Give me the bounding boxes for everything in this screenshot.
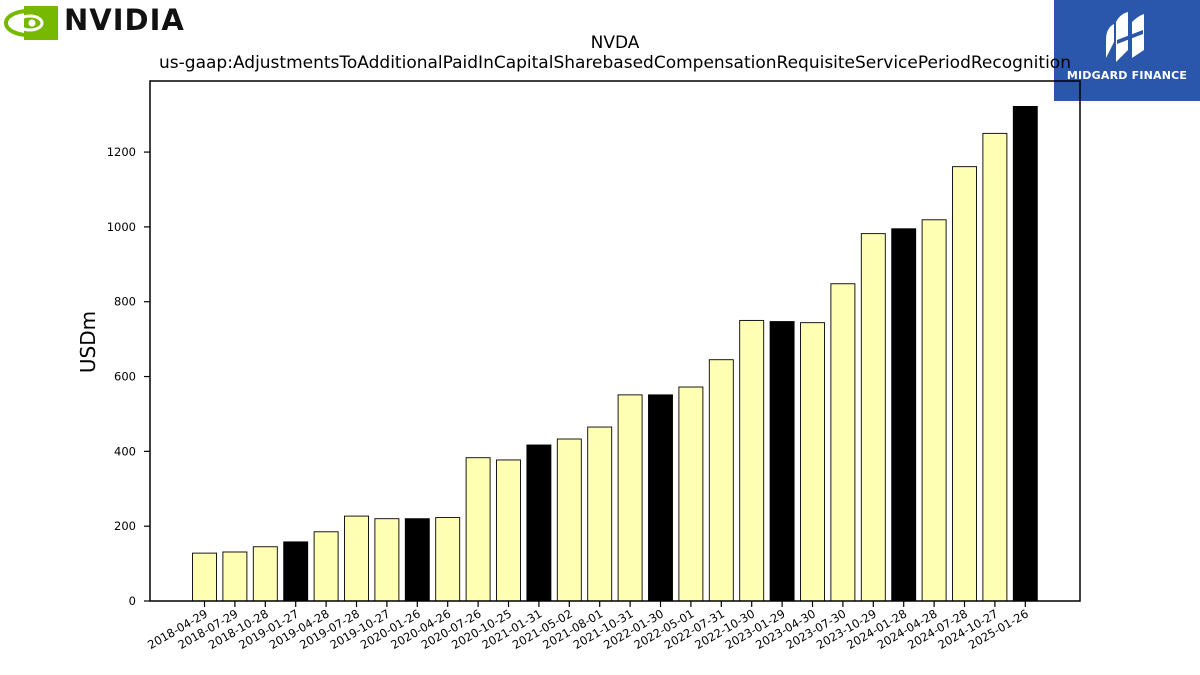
midgard-finance-name: MIDGARD FINANCE (1066, 69, 1188, 82)
bar (678, 386, 704, 602)
bar (344, 515, 369, 602)
y-axis-ticks: 0 200 400 600 800 1000 1200 (107, 145, 150, 608)
bar (769, 321, 795, 602)
bar (982, 132, 1008, 602)
chart-title: NVDA (591, 33, 640, 53)
bar (860, 233, 886, 602)
bar (283, 541, 309, 602)
bar (891, 228, 917, 602)
bar (587, 426, 613, 602)
chart-subtitle: us-gaap:AdjustmentsToAdditionalPaidInCap… (159, 53, 1071, 73)
bar (496, 459, 521, 602)
nvidia-logo (4, 6, 58, 40)
nvidia-wordmark: NVIDIA (64, 3, 185, 37)
bar-series (192, 105, 1038, 602)
bar (465, 457, 491, 602)
bar (222, 551, 248, 602)
bar (526, 444, 552, 602)
bar (617, 394, 643, 602)
bar (830, 283, 856, 602)
bar (921, 219, 947, 602)
midgard-monogram-icon (1106, 12, 1144, 62)
y-tick-label: 400 (114, 444, 136, 458)
bar (404, 518, 430, 602)
plot-area-frame (149, 80, 1081, 602)
bar (435, 517, 461, 602)
x-axis-ticks: 2018-04-292018-07-292018-10-282019-01-27… (145, 601, 1031, 652)
y-tick-label: 800 (114, 295, 136, 309)
bar (739, 319, 765, 602)
bar (952, 166, 977, 602)
bar (1012, 105, 1038, 602)
bar (192, 552, 217, 602)
y-axis-label: USDm (76, 311, 100, 373)
y-tick-label: 200 (114, 519, 136, 533)
bar (374, 518, 400, 602)
y-tick-label: 600 (114, 370, 136, 384)
y-tick-label: 1200 (107, 145, 136, 159)
bar (252, 546, 278, 602)
y-tick-label: 1000 (107, 220, 136, 234)
bar (556, 438, 582, 602)
bar (708, 359, 734, 602)
midgard-finance-logo: MIDGARD FINANCE (1054, 0, 1200, 101)
y-tick-label: 0 (129, 594, 136, 608)
bar (313, 531, 339, 602)
bar (800, 322, 825, 602)
bar (648, 394, 673, 602)
